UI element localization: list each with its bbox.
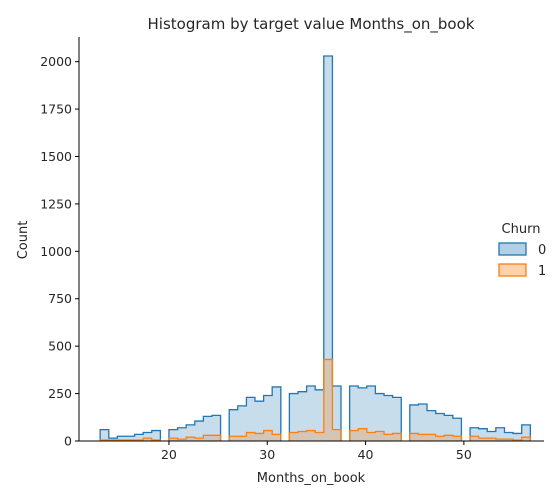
outline-churn-0 <box>100 56 530 441</box>
legend: Churn 0 1 <box>499 222 546 279</box>
x-tick-label: 30 <box>259 447 275 462</box>
x-tick-label: 20 <box>161 447 177 462</box>
bar-churn-1-bin-26 <box>324 359 333 441</box>
bar-churn-1-bin-22 <box>289 432 298 441</box>
legend-title: Churn <box>502 222 541 237</box>
chart-title: Histogram by target value Months_on_book <box>148 15 475 34</box>
series-churn-0 <box>100 56 530 441</box>
bar-churn-0-bin-20 <box>272 387 281 441</box>
y-axis: 0 250 500 750 1000 1250 1500 1750 2000 <box>40 37 79 449</box>
bar-churn-1-bin-36 <box>410 433 419 441</box>
bar-churn-0-bin-0 <box>100 430 109 441</box>
y-tick-label: 1000 <box>40 244 72 259</box>
bar-churn-1-bin-31 <box>367 432 376 441</box>
bar-churn-1-bin-17 <box>246 432 255 441</box>
bar-churn-1-bin-18 <box>255 433 264 441</box>
bar-churn-1-bin-27 <box>332 430 341 441</box>
bar-churn-1-bin-33 <box>384 434 393 441</box>
bar-churn-1-bin-15 <box>229 436 238 441</box>
bar-churn-1-bin-37 <box>418 434 427 441</box>
y-tick-label: 1750 <box>40 102 72 117</box>
plot-area <box>100 56 530 441</box>
bar-churn-1-bin-24 <box>307 431 316 441</box>
bar-churn-1-bin-30 <box>358 429 367 441</box>
legend-swatch-churn-0 <box>499 243 526 255</box>
legend-swatch-churn-1 <box>499 264 526 276</box>
bar-churn-1-bin-19 <box>264 431 273 441</box>
x-tick-label: 40 <box>358 447 374 462</box>
bar-churn-1-bin-32 <box>375 432 384 441</box>
y-tick-label: 0 <box>64 434 72 449</box>
bar-churn-1-bin-38 <box>427 434 436 441</box>
bar-churn-1-bin-41 <box>453 436 462 441</box>
legend-label-churn-1: 1 <box>538 264 546 279</box>
x-axis-label: Months_on_book <box>257 471 366 486</box>
bar-churn-1-bin-25 <box>315 432 324 441</box>
x-axis: 20 30 40 50 <box>79 441 544 462</box>
bar-churn-1-bin-40 <box>444 435 453 441</box>
bar-churn-1-bin-16 <box>238 436 247 441</box>
y-tick-label: 250 <box>48 386 72 401</box>
bar-churn-1-bin-29 <box>350 431 359 441</box>
y-axis-label: Count <box>16 221 31 260</box>
bar-churn-1-bin-12 <box>203 435 212 441</box>
bar-churn-1-bin-39 <box>436 436 445 441</box>
legend-label-churn-0: 0 <box>538 243 546 258</box>
y-tick-label: 1500 <box>40 149 72 164</box>
y-tick-label: 750 <box>48 291 72 306</box>
bar-churn-1-bin-43 <box>470 436 479 441</box>
bar-churn-1-bin-13 <box>212 435 221 441</box>
x-tick-label: 50 <box>456 447 472 462</box>
bar-churn-1-bin-23 <box>298 432 307 441</box>
bar-churn-1-bin-34 <box>393 433 402 441</box>
y-tick-label: 1250 <box>40 196 72 211</box>
y-tick-label: 2000 <box>40 54 72 69</box>
bar-churn-1-bin-20 <box>272 434 281 441</box>
y-tick-label: 500 <box>48 339 72 354</box>
